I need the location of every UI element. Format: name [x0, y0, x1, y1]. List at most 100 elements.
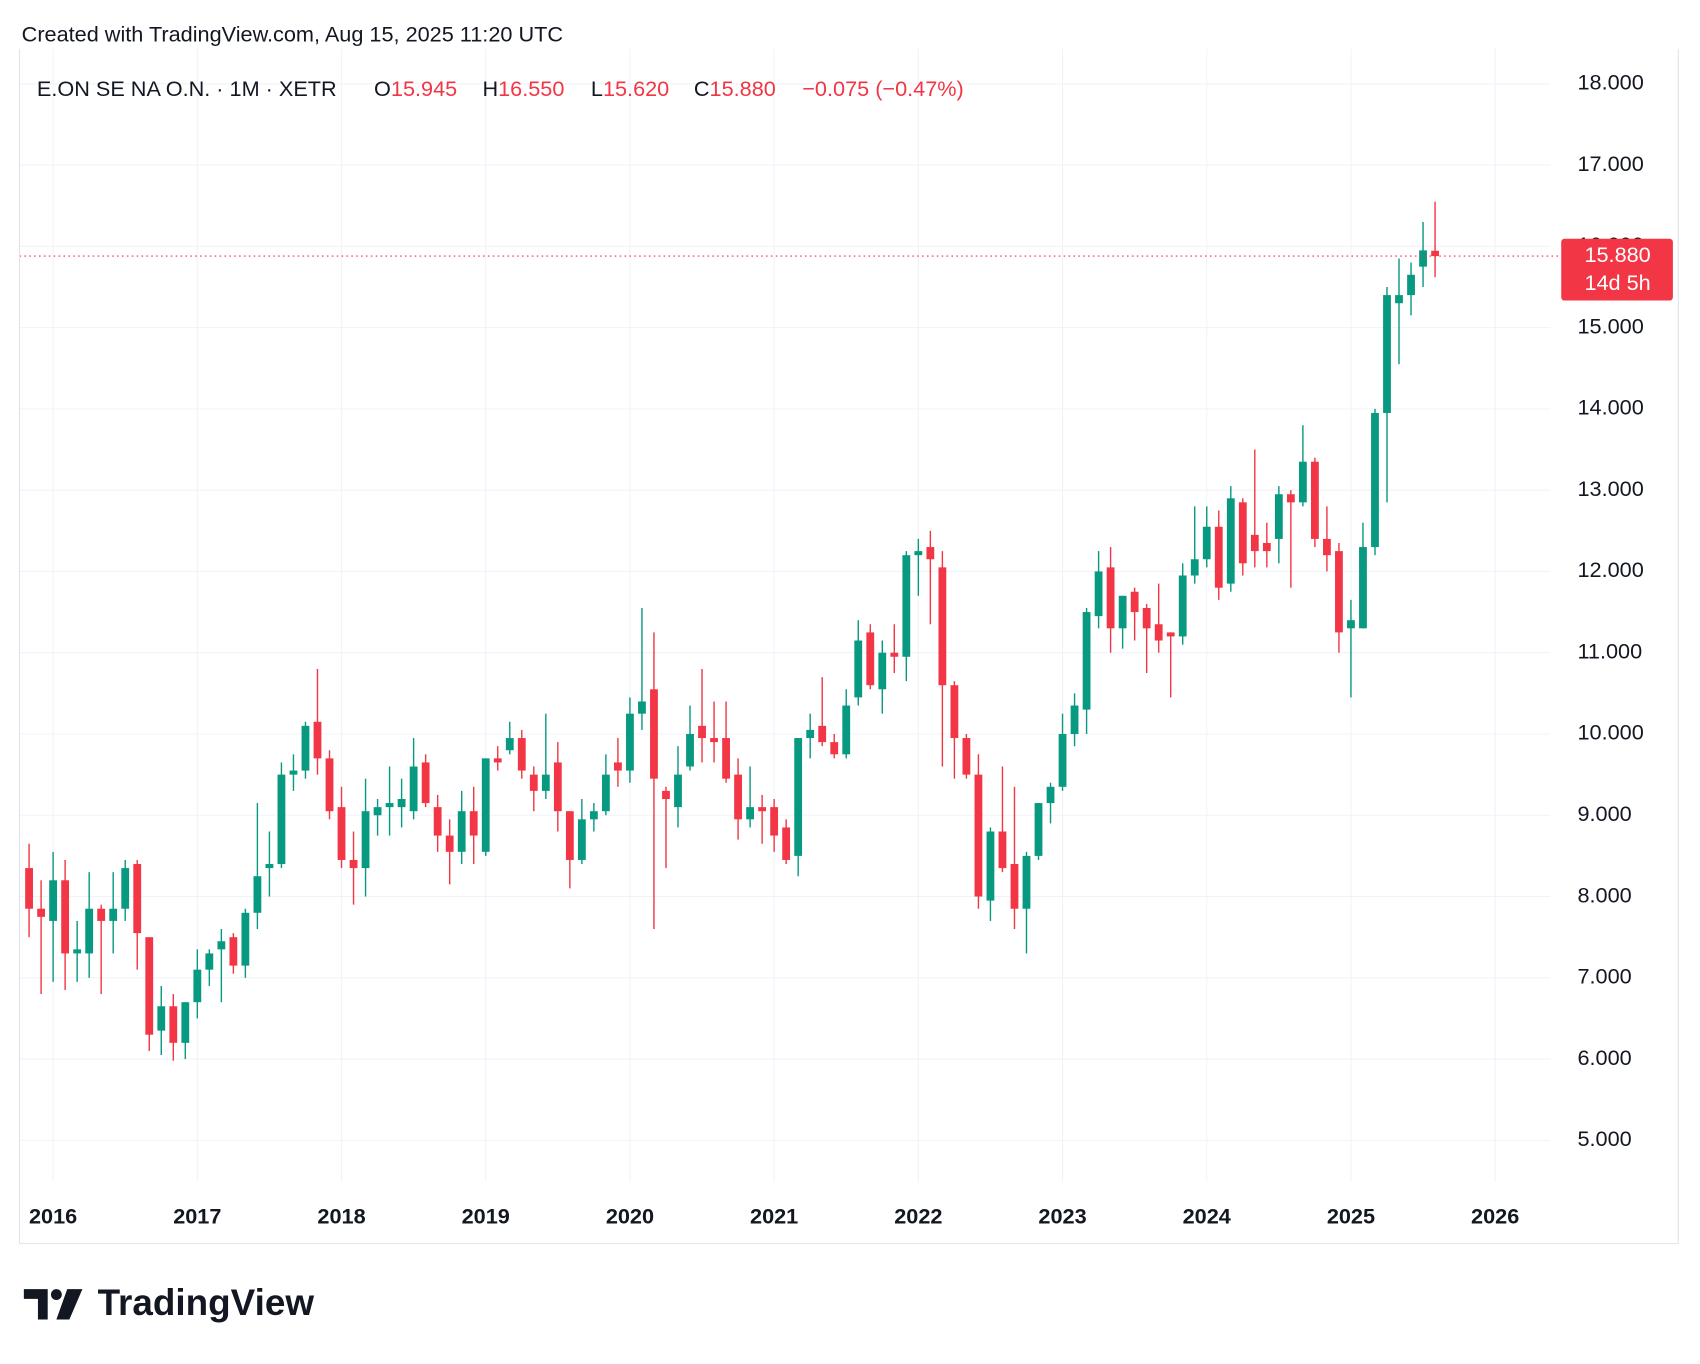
- candle-body: [397, 799, 406, 808]
- candle-body: [614, 762, 622, 771]
- candle-body: [1082, 612, 1091, 710]
- price-box: [1561, 238, 1673, 301]
- candle-body: [914, 551, 923, 556]
- candle-body: [1431, 250, 1439, 257]
- candle-body: [181, 1002, 190, 1043]
- y-tick-label: 11.000: [1577, 638, 1642, 663]
- candle-body: [662, 790, 670, 800]
- y-tick-label: 6.000: [1577, 1045, 1631, 1070]
- candle-body: [1310, 461, 1319, 539]
- candle-body: [109, 908, 118, 921]
- candle-body: [61, 880, 70, 954]
- candle-body: [830, 742, 839, 755]
- candle-body: [529, 774, 538, 791]
- candle-body: [1154, 624, 1163, 641]
- y-tick-label: 12.000: [1577, 557, 1643, 582]
- candle-body: [577, 819, 586, 860]
- y-tick-label: 18.000: [1577, 70, 1643, 95]
- candle-body: [601, 774, 610, 812]
- candle-body: [193, 969, 202, 1003]
- candle-body: [217, 941, 226, 950]
- candle-body: [1226, 498, 1235, 584]
- candle-body: [1202, 526, 1211, 560]
- candle-body: [265, 864, 274, 869]
- logo: TradingView: [23, 1282, 315, 1323]
- candles: [25, 201, 1439, 1061]
- candle-body: [421, 762, 430, 804]
- candle-body: [1166, 632, 1175, 637]
- candle-body: [854, 640, 863, 698]
- logo-icon: [50, 1289, 62, 1300]
- legend: E.ON SE NA O.N. · 1M · XETR O15.945 H16.…: [37, 76, 964, 101]
- candle-body: [1094, 571, 1103, 617]
- candle-body: [1118, 595, 1127, 629]
- candle-body: [1070, 705, 1079, 734]
- legend-value: 16.550: [498, 76, 564, 101]
- y-tick-label: 9.000: [1577, 801, 1631, 826]
- candle-body: [1190, 559, 1199, 576]
- candle-body: [1395, 295, 1403, 304]
- y-tick-label: 17.000: [1577, 151, 1643, 176]
- candle-body: [337, 807, 346, 860]
- candle-body: [950, 685, 959, 739]
- candle-body: [1335, 551, 1343, 633]
- candle-body: [986, 831, 995, 901]
- candle-body: [541, 774, 550, 791]
- candle-body: [85, 908, 94, 954]
- candle-body: [818, 725, 827, 743]
- candle-body: [770, 807, 779, 836]
- candle-body: [782, 827, 791, 860]
- candle-body: [457, 811, 466, 852]
- candle-body: [902, 555, 911, 657]
- x-tick-label: 2026: [1471, 1203, 1519, 1228]
- candle-body: [710, 738, 718, 743]
- candle-body: [998, 831, 1007, 869]
- x-tick-label: 2017: [173, 1203, 221, 1228]
- candle-body: [1286, 494, 1295, 503]
- candle-body: [1274, 494, 1283, 539]
- candle-body: [205, 953, 214, 970]
- candle-body: [229, 937, 238, 966]
- candle-body: [722, 738, 730, 779]
- candle-body: [25, 868, 33, 909]
- candle-body: [1419, 250, 1427, 267]
- candle-body: [433, 807, 442, 836]
- legend-key: C: [694, 76, 710, 101]
- candle-body: [49, 880, 58, 921]
- candle-body: [806, 729, 815, 739]
- candle-body: [1214, 526, 1223, 588]
- candle-body: [866, 632, 875, 686]
- candle-body: [734, 774, 742, 820]
- candle-body: [674, 774, 682, 808]
- candle-body: [349, 859, 358, 869]
- candle-body: [1058, 733, 1067, 787]
- y-tick-label: 8.000: [1577, 882, 1631, 907]
- candle-body: [409, 766, 418, 812]
- candle-body: [313, 721, 322, 759]
- logo-text: TradingView: [98, 1282, 315, 1323]
- candle-body: [1359, 547, 1367, 629]
- candle-body: [1178, 575, 1187, 637]
- candle-body: [589, 811, 598, 820]
- candle-body: [37, 908, 46, 917]
- candle-body: [974, 774, 983, 897]
- candle-body: [169, 1006, 178, 1043]
- candle-body: [97, 908, 106, 921]
- candle-body: [1250, 534, 1259, 552]
- candle-body: [758, 807, 767, 812]
- candle-body: [746, 807, 754, 820]
- candle-body: [565, 811, 574, 860]
- candle-body: [890, 652, 899, 657]
- x-tick-label: 2024: [1183, 1203, 1231, 1228]
- candle-body: [1407, 274, 1415, 296]
- x-tick-label: 2022: [894, 1203, 942, 1228]
- candle-body: [1371, 412, 1379, 548]
- legend-change: −0.075 (−0.47%): [802, 76, 963, 101]
- grid-layer: [19, 48, 1551, 1182]
- candle-body: [1106, 567, 1115, 629]
- price-box-label: 15.880: [1584, 242, 1650, 267]
- candle-body: [445, 835, 454, 852]
- candle-body: [878, 652, 887, 690]
- candle-body: [650, 689, 658, 779]
